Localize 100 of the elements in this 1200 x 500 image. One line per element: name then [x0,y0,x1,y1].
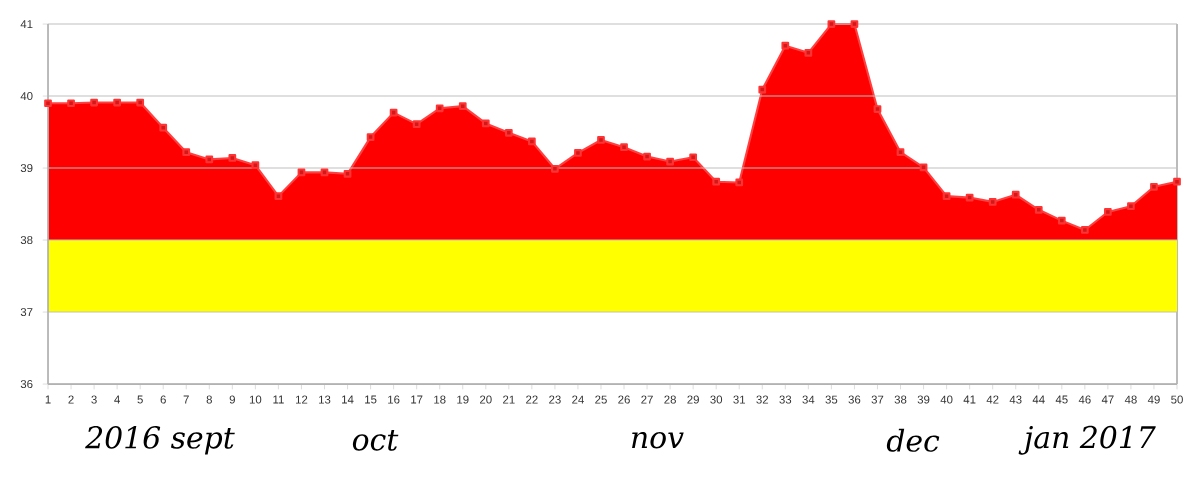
point [735,178,744,187]
x-tick-label: 39 [917,395,930,404]
point [758,85,767,94]
y-tick-label: 38 [20,236,33,245]
x-tick-label: 20 [480,395,492,404]
y-tick-label: 39 [20,164,33,173]
point [251,161,260,170]
x-tick-label: 42 [986,395,999,404]
point [113,98,122,107]
point [481,119,490,128]
point [67,99,75,108]
x-tick-label: 3 [91,395,97,404]
point [159,123,168,132]
y-tick-label: 40 [20,92,33,101]
x-tick-label: 26 [618,395,630,404]
point [896,148,905,157]
x-tick-label: 45 [1055,395,1068,404]
x-tick-label: 16 [388,395,400,404]
x-tick-label: 23 [549,395,561,404]
point [919,163,928,172]
text: nov [632,432,684,449]
point [597,136,605,144]
x-tick-label: 46 [1078,395,1091,404]
point [412,120,421,129]
x-tick-label: 40 [940,395,953,404]
point [458,102,467,111]
x-tick-label: 43 [1009,395,1022,404]
x-tick-label: 49 [1147,395,1160,404]
point [1104,208,1112,216]
x-tick-label: 34 [802,395,815,404]
x-tick-label: 48 [1124,395,1137,404]
point [90,98,98,107]
x-tick-label: 5 [137,395,143,404]
x-tick-label: 24 [572,395,584,404]
x-tick-label: 13 [319,395,331,404]
x-tick-label: 36 [848,395,861,404]
text: oct [352,429,399,451]
x-tick-label: 18 [434,395,446,404]
x-tick-label: 31 [733,395,746,404]
point [804,48,813,57]
point [850,20,859,28]
x-tick-label: 19 [457,395,469,404]
x-tick-label: 30 [710,395,723,404]
point [666,157,674,166]
point [435,104,444,113]
x-tick-label: 37 [871,395,884,404]
point [527,137,536,146]
point [1150,182,1158,191]
y-tick-label: 36 [20,380,33,389]
x-tick-label: 50 [1171,395,1183,404]
point [1057,216,1066,225]
x-tick-label: 21 [503,395,515,404]
point [988,198,997,206]
x-tick-label: 17 [411,395,423,404]
y-tick-label: 37 [20,308,33,317]
x-tick-label: 22 [526,395,538,404]
x-tick-label: 28 [664,395,676,404]
point [620,143,628,152]
x-tick-label: 2 [68,395,74,404]
point [965,193,974,202]
point [942,192,951,200]
x-tick-label: 44 [1032,395,1045,404]
point [1173,177,1181,186]
x-tick-label: 15 [365,395,377,404]
x-tick-label: 33 [779,395,792,404]
point [274,192,283,200]
x-tick-label: 4 [114,395,120,404]
point [343,169,352,178]
x-tick-label: 14 [342,395,354,404]
point [574,149,582,157]
x-tick-label: 38 [894,395,907,404]
point [827,20,836,28]
point [551,164,559,173]
x-tick-label: 35 [825,395,838,404]
point [504,128,513,137]
x-tick-label: 7 [183,395,189,404]
x-tick-label: 6 [160,395,166,404]
x-tick-label: 8 [206,395,212,404]
x-tick-label: 27 [641,395,653,404]
point [205,155,214,164]
x-tick-label: 12 [295,395,308,404]
text: dec [886,428,940,452]
point [1011,190,1020,199]
x-tick-label: 11 [273,395,284,404]
point [712,177,721,186]
x-tick-label: 1 [45,395,51,404]
x-tick-label: 47 [1101,395,1114,404]
x-tick-label: 25 [595,395,607,404]
point [689,153,698,162]
x-tick-label: 29 [687,395,699,404]
x-tick-label: 41 [963,395,976,404]
point [366,133,375,141]
point [873,105,882,113]
point [182,148,191,157]
point [1034,205,1043,214]
point [136,98,145,107]
x-tick-label: 10 [249,395,262,404]
point [44,99,52,108]
y-tick-label: 41 [20,20,33,28]
point [228,154,237,162]
